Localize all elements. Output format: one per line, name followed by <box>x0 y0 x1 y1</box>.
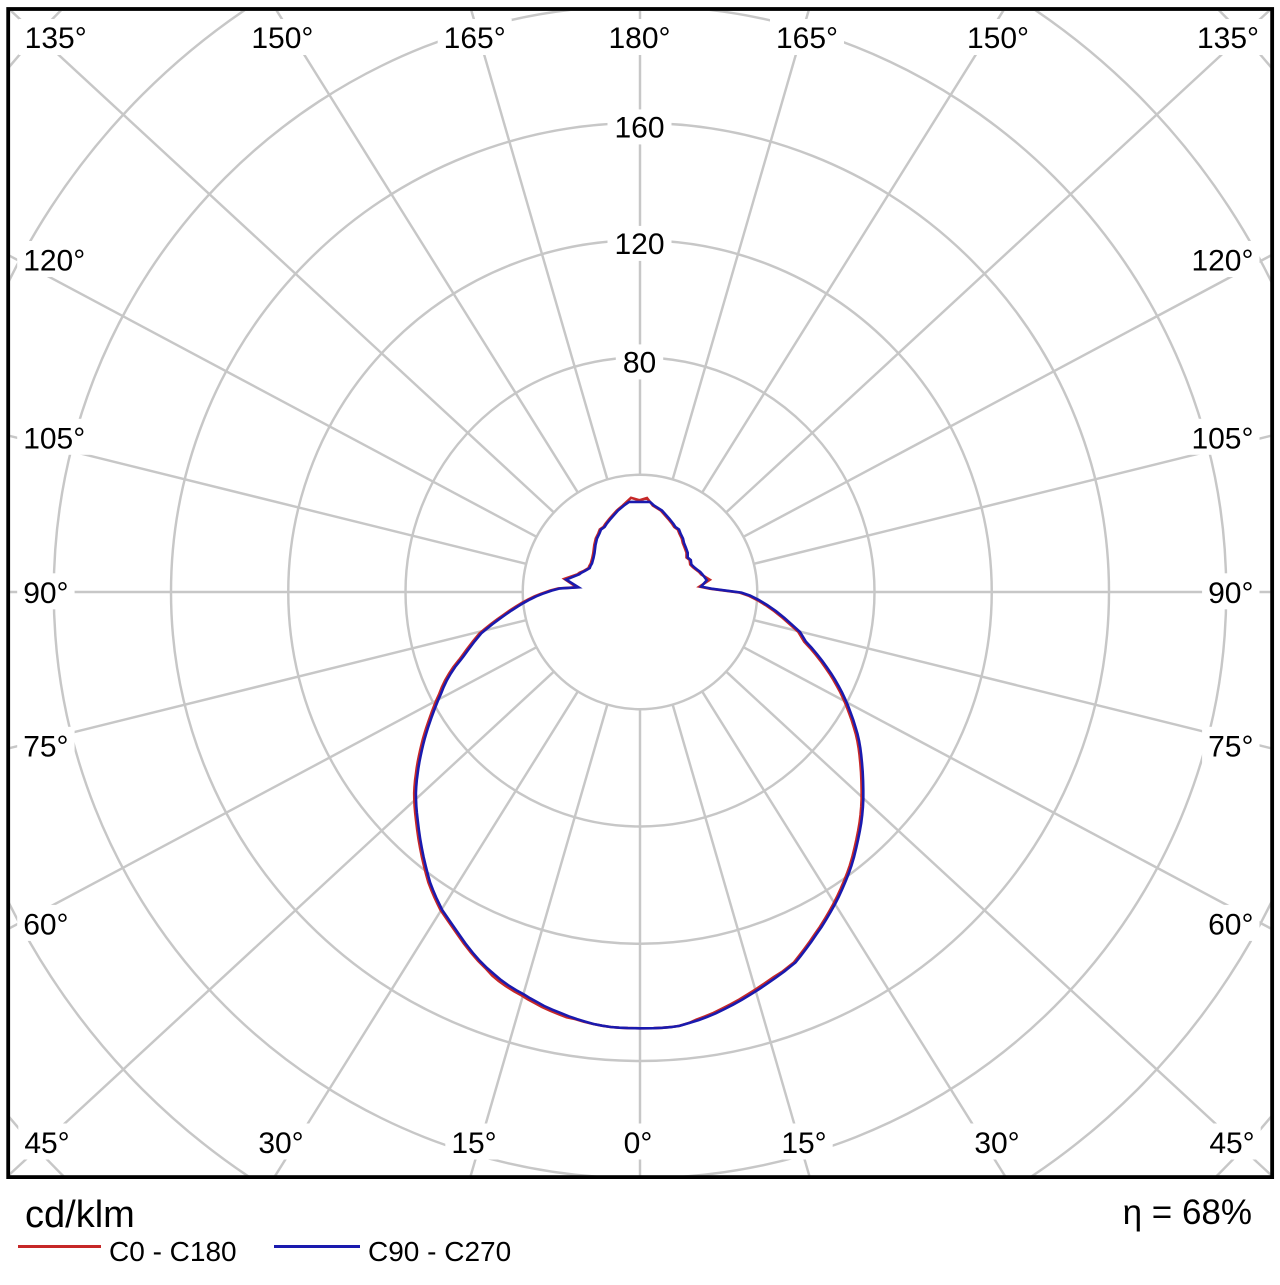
svg-text:C90 - C270: C90 - C270 <box>368 1236 511 1267</box>
svg-text:C0 - C180: C0 - C180 <box>109 1236 237 1267</box>
svg-text:120°: 120° <box>23 245 85 278</box>
svg-text:165°: 165° <box>444 22 506 55</box>
svg-text:165°: 165° <box>776 22 838 55</box>
svg-text:15°: 15° <box>451 1127 496 1160</box>
svg-text:60°: 60° <box>1208 908 1253 941</box>
svg-text:150°: 150° <box>251 22 313 55</box>
svg-text:0°: 0° <box>624 1127 653 1160</box>
svg-text:135°: 135° <box>25 22 87 55</box>
svg-text:30°: 30° <box>258 1127 303 1160</box>
svg-text:45°: 45° <box>1209 1127 1254 1160</box>
svg-text:30°: 30° <box>974 1127 1019 1160</box>
svg-text:160: 160 <box>614 111 664 144</box>
svg-text:45°: 45° <box>24 1127 69 1160</box>
svg-text:120: 120 <box>614 228 664 261</box>
svg-text:90°: 90° <box>1208 577 1253 610</box>
svg-text:15°: 15° <box>781 1127 826 1160</box>
svg-text:80: 80 <box>623 346 656 379</box>
svg-text:180°: 180° <box>608 22 670 55</box>
svg-text:105°: 105° <box>23 422 85 455</box>
svg-text:60°: 60° <box>23 908 68 941</box>
svg-text:75°: 75° <box>1208 730 1253 763</box>
svg-text:90°: 90° <box>23 577 68 610</box>
svg-text:75°: 75° <box>23 730 68 763</box>
svg-text:135°: 135° <box>1197 22 1259 55</box>
svg-text:120°: 120° <box>1191 245 1253 278</box>
svg-text:150°: 150° <box>967 22 1029 55</box>
svg-text:cd/klm: cd/klm <box>25 1194 135 1236</box>
svg-text:η = 68%: η = 68% <box>1123 1193 1252 1232</box>
svg-text:105°: 105° <box>1191 422 1253 455</box>
